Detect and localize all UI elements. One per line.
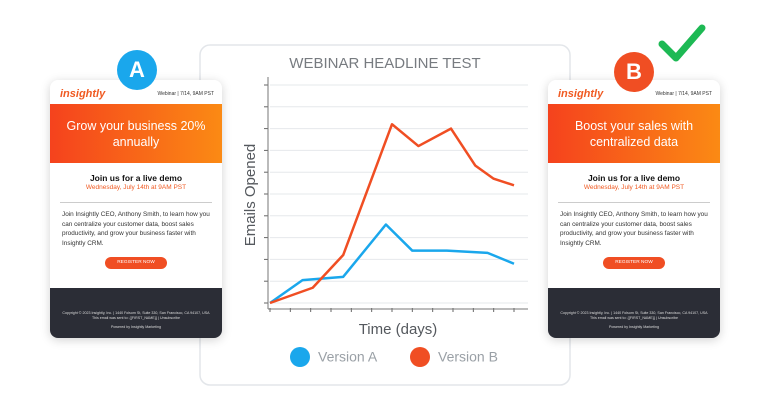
register-button[interactable]: REGISTER NOW (603, 257, 665, 269)
body-text: Join Insightly CEO, Anthony Smith, to le… (62, 211, 210, 247)
footer-text: Copyright © 2023 Insightly, Inc. | 1440 … (560, 311, 708, 315)
legend-swatch (410, 347, 430, 367)
x-axis-label: Time (days) (359, 321, 438, 338)
email-preview: insightly Webinar | 7/14, 9AM PST Boost yo… (548, 80, 720, 338)
chart-title: WEBINAR HEADLINE TEST (289, 55, 480, 72)
variant-badge: A (117, 50, 157, 90)
logo: insightly (60, 88, 106, 100)
legend-label: Version A (318, 349, 378, 365)
subhead: Join us for a live demo (89, 173, 183, 183)
footer-text: Powered by Insightly Marketing (609, 325, 659, 329)
footer-text: Powered by Insightly Marketing (111, 325, 161, 329)
divider (60, 202, 212, 203)
footer-text: This email was sent to: {{FIRST_NAME}} |… (91, 316, 181, 320)
subhead: Join us for a live demo (587, 173, 681, 183)
legend-label: Version B (438, 349, 498, 365)
email-header: Webinar | 7/14, 9AM PST (655, 91, 712, 97)
series-line (269, 122, 515, 305)
email-preview: insightly Webinar | 7/14, 9AM PST Grow you… (50, 80, 222, 338)
footer: Copyright © 2023 Insightly, Inc. | 1440 … (548, 288, 720, 338)
event-date: Wednesday, July 14th at 9AM PST (583, 184, 685, 191)
headline: Grow your business 20% annually (50, 104, 222, 163)
footer-text: Copyright © 2023 Insightly, Inc. | 1440 … (62, 311, 210, 315)
checkmark (658, 24, 706, 62)
headline: Boost your sales with centralized data (548, 104, 720, 163)
logo: insightly (558, 88, 604, 100)
email-header: Webinar | 7/14, 9AM PST (157, 91, 214, 97)
divider (558, 202, 710, 203)
footer-text: This email was sent to: {{FIRST_NAME}} |… (589, 316, 679, 320)
variant-badge: B (614, 52, 654, 92)
register-button[interactable]: REGISTER NOW (105, 257, 167, 269)
footer: Copyright © 2023 Insightly, Inc. | 1440 … (50, 288, 222, 338)
event-date: Wednesday, July 14th at 9AM PST (85, 184, 187, 191)
body-text: Join Insightly CEO, Anthony Smith, to le… (560, 211, 708, 247)
y-axis-label: Emails Opened (242, 144, 259, 247)
series-line (269, 223, 515, 305)
legend-swatch (290, 347, 310, 367)
